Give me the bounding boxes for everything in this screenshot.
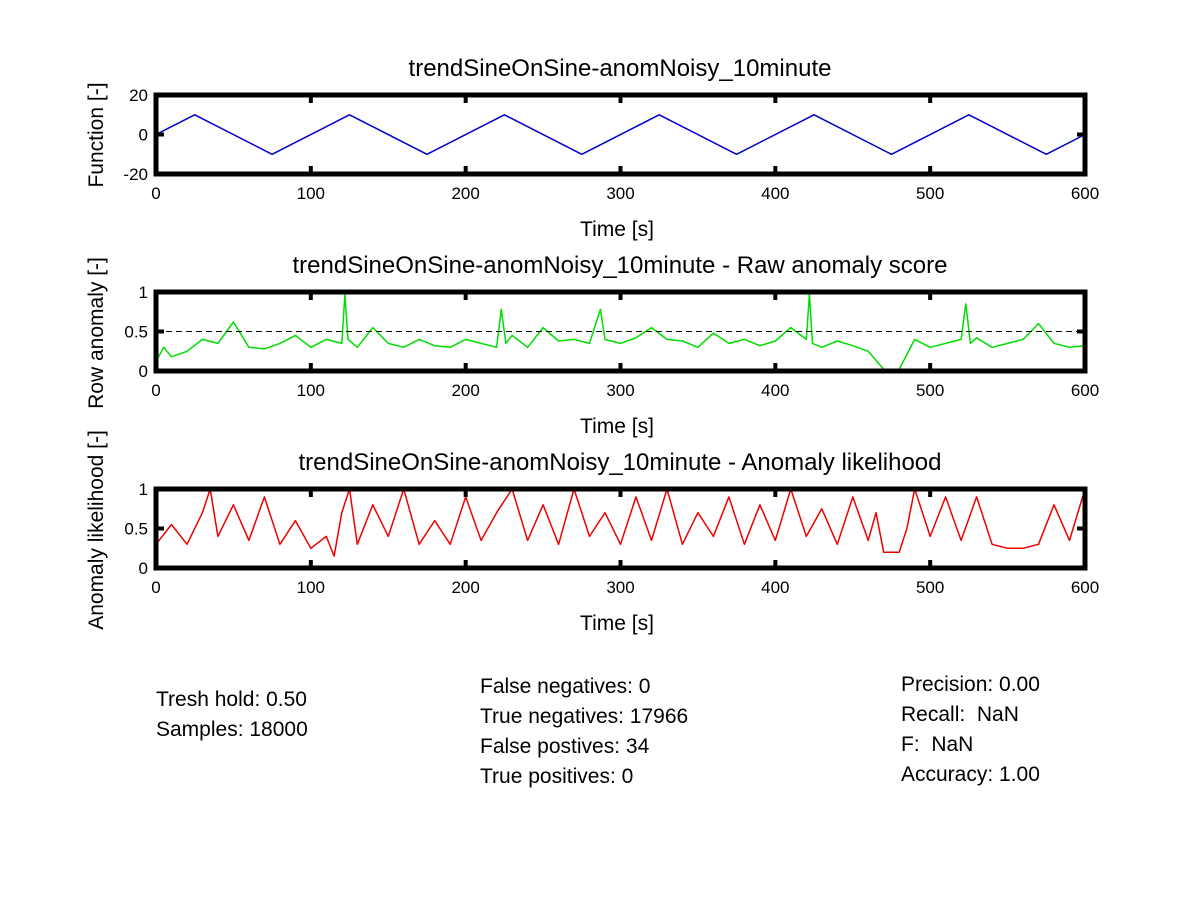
x-tick-label: 400: [761, 381, 789, 400]
y-tick-label: 0: [139, 362, 148, 381]
stat-line: Tresh hold: 0.50: [156, 688, 307, 711]
stats-confusion-block: False negatives: 0 True negatives: 17966…: [480, 672, 688, 792]
chart-title: trendSineOnSine-anomNoisy_10minute - Ano…: [298, 449, 941, 476]
x-tick-label: 300: [606, 578, 634, 597]
x-axis-label: Time [s]: [580, 612, 654, 635]
anomaly-likelihood-panel: trendSineOnSine-anomNoisy_10minute - Ano…: [85, 430, 1099, 635]
x-tick-label: 100: [297, 184, 325, 203]
x-tick-label: 400: [761, 578, 789, 597]
x-tick-label: 300: [606, 381, 634, 400]
x-axis-label: Time [s]: [580, 415, 654, 438]
y-tick-label: 1: [139, 283, 148, 302]
stat-line: F: NaN: [901, 733, 974, 756]
y-tick-label: -20: [123, 165, 148, 184]
x-tick-label: 0: [151, 184, 160, 203]
y-tick-label: 0.5: [124, 520, 148, 539]
y-axis-label: Function [-]: [85, 82, 108, 187]
x-axis-label: Time [s]: [580, 218, 654, 241]
stat-line: Samples: 18000: [156, 718, 308, 741]
x-tick-label: 600: [1071, 184, 1099, 203]
x-tick-label: 200: [451, 381, 479, 400]
x-tick-label: 600: [1071, 578, 1099, 597]
x-tick-label: 100: [297, 381, 325, 400]
stats-threshold-block: Tresh hold: 0.50 Samples: 18000: [156, 685, 308, 745]
x-tick-label: 500: [916, 578, 944, 597]
y-tick-label: 1: [139, 480, 148, 499]
series-line-0: [155, 114, 1086, 156]
y-tick-label: 0.5: [124, 323, 148, 342]
plot-frame: [153, 486, 1088, 571]
x-tick-label: 100: [297, 578, 325, 597]
stat-line: True positives: 0: [480, 765, 634, 788]
x-tick-label: 400: [761, 184, 789, 203]
y-tick-label: 0: [139, 126, 148, 145]
x-tick-label: 500: [916, 184, 944, 203]
x-tick-label: 600: [1071, 381, 1099, 400]
stats-metrics-block: Precision: 0.00 Recall: NaN F: NaN Accur…: [901, 670, 1040, 790]
series-line-0: [155, 293, 1086, 371]
y-axis-label: Anomaly likelihood [-]: [85, 430, 108, 630]
chart-title: trendSineOnSine-anomNoisy_10minute - Raw…: [293, 252, 948, 279]
stat-line: Accuracy: 1.00: [901, 763, 1040, 786]
x-tick-label: 200: [451, 184, 479, 203]
stat-line: Precision: 0.00: [901, 673, 1040, 696]
stat-line: True negatives: 17966: [480, 705, 689, 728]
x-tick-label: 300: [606, 184, 634, 203]
x-tick-label: 200: [451, 578, 479, 597]
x-tick-label: 500: [916, 381, 944, 400]
stat-line: False negatives: 0: [480, 675, 651, 698]
series-line-0: [155, 488, 1086, 557]
function-panel: trendSineOnSine-anomNoisy_10minute 0 100 2…: [85, 55, 1099, 241]
y-axis-label: Row anomaly [-]: [85, 257, 108, 409]
stat-line: False postives: 34: [480, 735, 650, 758]
chart-title: trendSineOnSine-anomNoisy_10minute: [409, 55, 832, 82]
x-tick-label: 0: [151, 578, 160, 597]
y-tick-label: 20: [129, 86, 148, 105]
stat-line: Recall: NaN: [901, 703, 1019, 726]
y-tick-label: 0: [139, 559, 148, 578]
x-tick-label: 0: [151, 381, 160, 400]
raw-anomaly-panel: trendSineOnSine-anomNoisy_10minute - Raw…: [85, 252, 1099, 438]
